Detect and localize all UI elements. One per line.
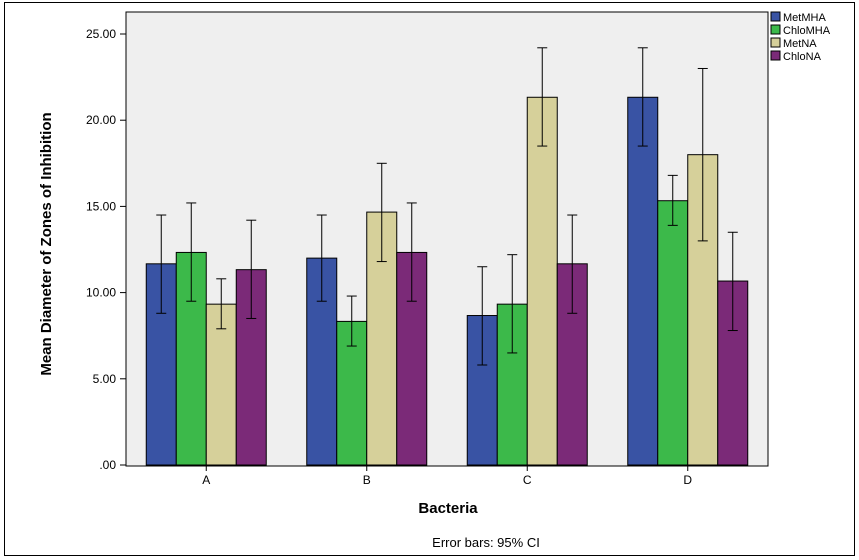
error-bar-ChloMHA-A <box>186 202 197 302</box>
error-bar-ChloMHA-C <box>507 254 518 354</box>
legend-label: ChloMHA <box>783 25 831 37</box>
x-tick-label: A <box>202 473 210 487</box>
error-bar-ChloMHA-D <box>667 174 678 226</box>
error-bar-MetMHA-B <box>316 214 327 302</box>
error-bar-ChloNA-B <box>406 202 417 302</box>
legend-swatch <box>770 37 781 48</box>
legend-swatch <box>770 24 781 35</box>
legend-swatch <box>770 11 781 22</box>
y-tick-label: 5.00 <box>93 372 117 386</box>
x-tick-label: B <box>363 473 371 487</box>
error-bar-MetMHA-C <box>477 266 488 366</box>
y-tick-label: 10.00 <box>86 286 116 300</box>
legend-label: MetNA <box>783 38 817 50</box>
x-axis-label: Bacteria <box>418 500 478 517</box>
legend-item-MetNA: MetNA <box>770 37 817 50</box>
bar-MetNA-A <box>205 303 237 466</box>
y-axis-label: Mean Diameter of Zones of Inhibition <box>38 112 55 375</box>
error-bar-ChloNA-D <box>727 231 738 332</box>
error-bar-MetNA-A <box>216 278 227 330</box>
legend-item-ChloMHA: ChloMHA <box>770 24 831 37</box>
error-bar-MetMHA-D <box>637 47 648 147</box>
legend-item-MetMHA: MetMHA <box>770 11 826 24</box>
error-bar-ChloNA-C <box>567 214 578 314</box>
bar-MetMHA-D <box>627 96 659 466</box>
legend-label: ChloNA <box>783 51 822 63</box>
error-bar-MetNA-D <box>697 67 708 242</box>
error-bars-note: Error bars: 95% CI <box>432 535 540 550</box>
bar-MetNA-B <box>366 211 398 466</box>
legend-swatch <box>770 50 781 61</box>
x-tick-label: D <box>683 473 692 487</box>
error-bar-MetNA-C <box>537 47 548 147</box>
bar-ChloNA-C <box>556 263 588 466</box>
y-tick-label: 20.00 <box>86 113 116 127</box>
x-tick-label: C <box>523 473 532 487</box>
y-tick-label: 25.00 <box>86 27 116 41</box>
bar-MetNA-C <box>526 96 558 466</box>
error-bar-ChloNA-A <box>246 219 257 319</box>
error-bar-MetMHA-A <box>156 214 167 314</box>
bar-ChloMHA-D <box>657 200 689 466</box>
error-bar-MetNA-B <box>376 162 387 263</box>
error-bar-ChloMHA-B <box>346 295 357 347</box>
legend-label: MetMHA <box>783 12 826 24</box>
legend-item-ChloNA: ChloNA <box>770 50 822 63</box>
y-tick-label: 15.00 <box>86 199 116 213</box>
y-tick-label: .00 <box>99 458 116 472</box>
